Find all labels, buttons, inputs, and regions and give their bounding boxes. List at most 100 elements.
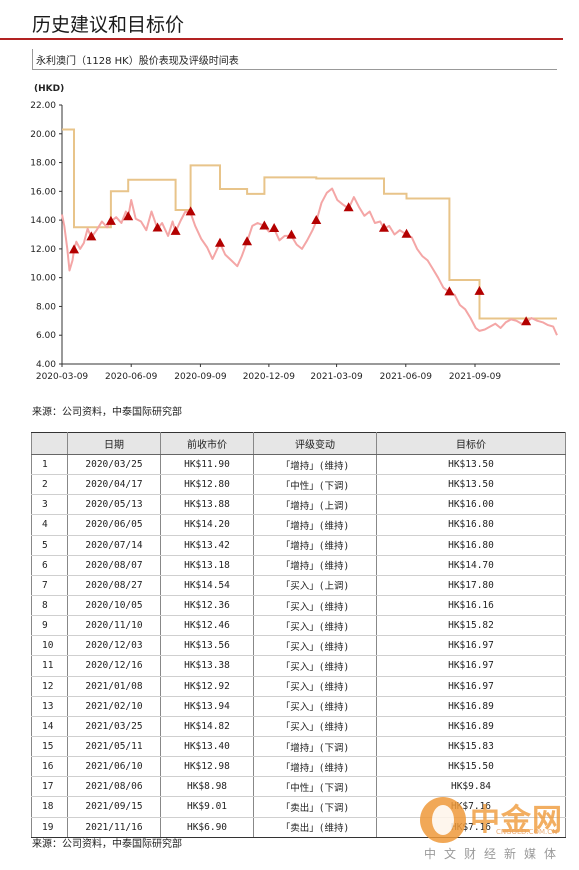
table-row: 17 2021/08/06 HK$8.98 「中性」(下调) HK$9.84	[31, 776, 566, 798]
row-rating-change: 「增持」(维持)	[253, 555, 377, 576]
table-row: 3 2020/05/13 HK$13.88 「增持」(上调) HK$16.00	[31, 494, 566, 516]
rating-change-marker	[286, 229, 297, 239]
row-target-price: HK$16.89	[376, 716, 566, 737]
row-close-price: HK$9.01	[160, 796, 254, 818]
x-tick-label: 2021-03-09	[310, 372, 363, 382]
row-date: 2021/01/08	[67, 676, 161, 697]
rating-change-marker	[123, 211, 134, 221]
table-header-row: 日期 前收市价 评级变动 目标价	[31, 432, 566, 455]
rating-change-marker	[214, 237, 225, 247]
watermark-logo-icon	[420, 797, 466, 843]
y-tick-label: 6.00	[36, 331, 56, 341]
row-close-price: HK$14.20	[160, 514, 254, 536]
chart-heading: 永利澳门（1128 HK）股价表现及评级时间表	[32, 49, 557, 70]
row-close-price: HK$13.38	[160, 655, 254, 677]
rating-change-marker	[105, 215, 116, 225]
share-price-series	[61, 187, 558, 336]
row-close-price: HK$11.90	[160, 454, 254, 476]
row-rating-change: 「买入」(维持)	[253, 595, 377, 617]
col-rating-header: 评级变动	[253, 432, 377, 455]
y-tick-label: 8.00	[36, 302, 56, 312]
row-date: 2020/05/13	[67, 494, 161, 516]
source-note-bottom: 来源：公司资料，中泰国际研究部	[32, 839, 182, 850]
table-row: 15 2021/05/11 HK$13.40 「增持」(下调) HK$15.83	[31, 736, 566, 758]
row-close-price: HK$14.82	[160, 716, 254, 737]
row-close-price: HK$13.88	[160, 494, 254, 516]
x-tick-label: 2020-03-09	[36, 372, 89, 382]
row-index: 8	[31, 595, 68, 617]
x-tick-label: 2020-06-09	[105, 372, 158, 382]
rating-change-marker	[269, 223, 280, 233]
row-rating-change: 「买入」(上调)	[253, 575, 377, 596]
row-close-price: HK$8.98	[160, 776, 254, 798]
row-date: 2020/12/03	[67, 635, 161, 657]
rating-change-marker	[474, 285, 485, 295]
col-index-header	[31, 432, 68, 455]
table-row: 5 2020/07/14 HK$13.42 「增持」(维持) HK$16.80	[31, 535, 566, 556]
rating-change-marker	[343, 202, 354, 212]
table-row: 18 2021/09/15 HK$9.01 「卖出」(下调) HK$7.16	[31, 796, 566, 818]
row-target-price: HK$16.97	[376, 635, 566, 657]
x-tick-label: 2020-12-09	[243, 372, 296, 382]
row-index: 18	[31, 796, 68, 818]
rating-change-marker	[86, 231, 97, 241]
table-row: 9 2020/11/10 HK$12.46 「买入」(维持) HK$15.82	[31, 615, 566, 637]
row-close-price: HK$13.56	[160, 635, 254, 657]
col-price-header: 前收市价	[160, 432, 254, 455]
row-index: 14	[31, 716, 68, 737]
row-rating-change: 「增持」(上调)	[253, 494, 377, 516]
watermark-subtitle: 中文财经新媒体	[424, 847, 565, 861]
row-rating-change: 「买入」(维持)	[253, 655, 377, 677]
row-close-price: HK$12.46	[160, 615, 254, 637]
row-date: 2021/02/10	[67, 696, 161, 717]
row-rating-change: 「买入」(维持)	[253, 676, 377, 697]
rating-change-marker	[242, 236, 253, 246]
row-date: 2021/09/15	[67, 796, 161, 818]
table-row: 12 2021/01/08 HK$12.92 「买入」(维持) HK$16.97	[31, 676, 566, 697]
row-rating-change: 「增持」(维持)	[253, 454, 377, 476]
row-rating-change: 「增持」(维持)	[253, 756, 377, 778]
row-close-price: HK$12.92	[160, 676, 254, 697]
table-row: 11 2020/12/16 HK$13.38 「买入」(维持) HK$16.97	[31, 655, 566, 677]
table-row: 16 2021/06/10 HK$12.98 「增持」(维持) HK$15.50	[31, 756, 566, 778]
table-row: 13 2021/02/10 HK$13.94 「买入」(维持) HK$16.89	[31, 696, 566, 717]
row-rating-change: 「增持」(维持)	[253, 514, 377, 536]
row-rating-change: 「增持」(维持)	[253, 535, 377, 556]
col-target-header: 目标价	[376, 432, 566, 455]
row-index: 6	[31, 555, 68, 576]
row-target-price: HK$14.70	[376, 555, 566, 576]
rating-change-marker	[521, 316, 532, 326]
row-rating-change: 「买入」(维持)	[253, 615, 377, 637]
row-index: 5	[31, 535, 68, 556]
row-close-price: HK$12.36	[160, 595, 254, 617]
y-tick-label: 16.00	[30, 187, 56, 197]
y-tick-label: 14.00	[30, 216, 56, 226]
rating-change-marker	[185, 206, 196, 216]
row-date: 2020/11/10	[67, 615, 161, 637]
rating-change-marker	[444, 286, 455, 296]
row-date: 2020/10/05	[67, 595, 161, 617]
row-date: 2020/07/14	[67, 535, 161, 556]
row-date: 2020/08/07	[67, 555, 161, 576]
row-date: 2021/05/11	[67, 736, 161, 758]
x-tick-label: 2021-06-09	[380, 372, 433, 382]
table-row: 8 2020/10/05 HK$12.36 「买入」(维持) HK$16.16	[31, 595, 566, 617]
row-index: 12	[31, 676, 68, 697]
x-tick-label: 2021-09-09	[449, 372, 502, 382]
row-rating-change: 「卖出」(维持)	[253, 817, 377, 838]
watermark-url: CNGOLD.COM.CN	[496, 828, 558, 836]
row-index: 15	[31, 736, 68, 758]
source-note-top: 来源：公司资料，中泰国际研究部	[32, 407, 182, 418]
rating-change-marker	[152, 222, 163, 232]
row-target-price: HK$15.82	[376, 615, 566, 637]
row-index: 2	[31, 474, 68, 496]
rating-change-marker	[378, 222, 389, 232]
row-rating-change: 「买入」(维持)	[253, 635, 377, 657]
title-divider	[0, 38, 563, 40]
row-index: 9	[31, 615, 68, 637]
row-index: 3	[31, 494, 68, 516]
table-row: 6 2020/08/07 HK$13.18 「增持」(维持) HK$14.70	[31, 555, 566, 576]
y-tick-label: 12.00	[30, 245, 56, 255]
y-tick-label: 4.00	[36, 360, 56, 370]
target-price-series	[62, 128, 557, 320]
